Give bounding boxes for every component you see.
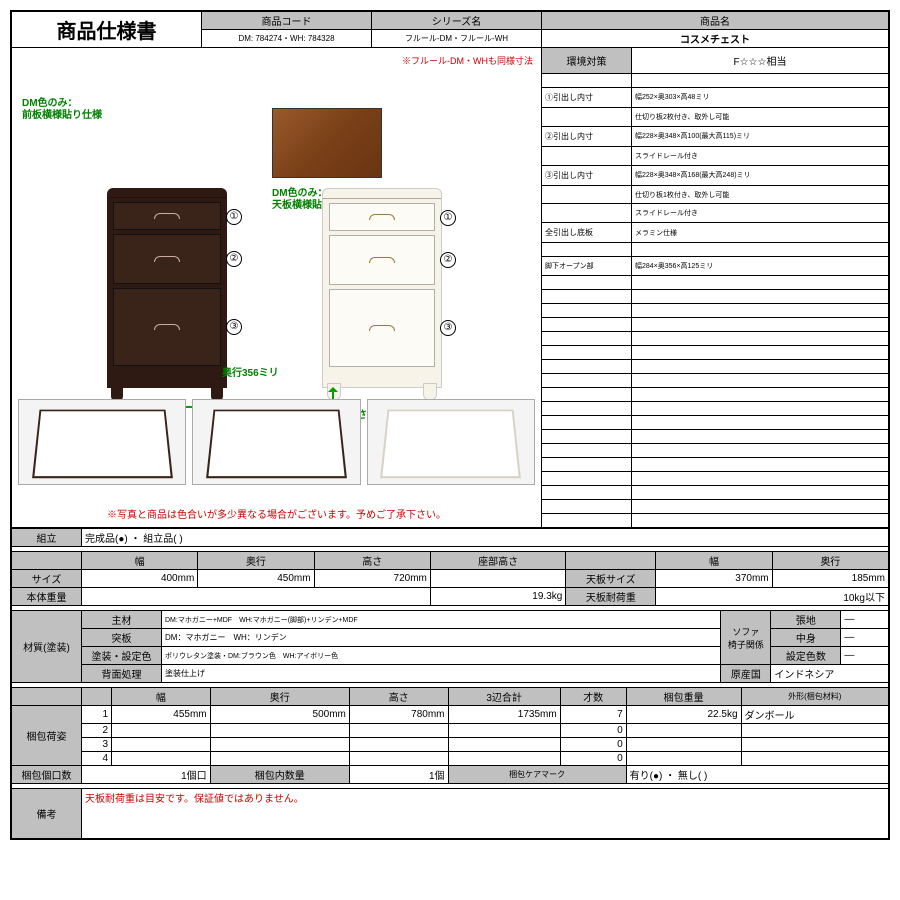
annot-dm-front: DM色のみ： 前板横様貼り仕様: [22, 98, 102, 122]
note-same-dims: ※フルール-DM・WHも同様寸法: [402, 54, 533, 67]
drawer-photos: ①引出し ②引出し ③引出し: [18, 399, 535, 485]
drawer-photo-3: ③引出し: [367, 399, 535, 485]
assembly-value: 完成品(●) ・ 組立品( ): [82, 529, 889, 547]
assembly-table: 組立 完成品(●) ・ 組立品( ): [11, 528, 889, 547]
remarks-text: 天板耐荷重は目安です。保証値ではありません。: [82, 789, 889, 839]
chest-dark: ① ② ③: [107, 188, 227, 388]
assembly-label: 組立: [12, 529, 82, 547]
drawer-photo-2: ②引出し: [192, 399, 360, 485]
env-label: 環境対策: [542, 48, 632, 74]
val-name: コスメチェスト: [542, 30, 889, 48]
spec-sheet: 商品仕様書 商品コード シリーズ名 商品名 DM: 784274・WH: 784…: [10, 10, 890, 840]
doc-title: 商品仕様書: [12, 12, 202, 48]
val-series: フルール-DM・フルール-WH: [372, 30, 542, 48]
spec-l-0: ①引出し内寸: [542, 87, 632, 107]
remarks-label: 備考: [12, 789, 82, 839]
val-code: DM: 784274・WH: 784328: [202, 30, 372, 48]
photo-disclaimer: ※写真と商品は色合いが多少異なる場合がございます。予めご了承下さい。: [12, 506, 541, 521]
size-table: 幅 奥行 高さ 座部高さ 幅 奥行 サイズ 400mm 450mm 720mm …: [11, 551, 889, 606]
dim-depth: 奥行356ミリ: [222, 368, 279, 380]
header-table: 商品仕様書 商品コード シリーズ名 商品名 DM: 784274・WH: 784…: [11, 11, 889, 528]
product-image-area: ※フルール-DM・WHも同様寸法 DM色のみ： 前板横様貼り仕様 DM色のみ： …: [12, 48, 542, 528]
packing-table: 幅 奥行 高さ 3辺合計 才数 梱包重量 外形(梱包材料) 梱包荷姿 1 455…: [11, 687, 889, 784]
hdr-series: シリーズ名: [372, 12, 542, 30]
hdr-code: 商品コード: [202, 12, 372, 30]
drawer-photo-1: ①引出し: [18, 399, 186, 485]
material-table: 材質(塗装) 主材 DM:マホガニー+MDF WH:マホガニー(脚部)+リンデン…: [11, 610, 889, 683]
env-value: F☆☆☆相当: [632, 48, 889, 74]
remarks-table: 備考 天板耐荷重は目安です。保証値ではありません。: [11, 788, 889, 839]
count-label: 梱包個口数: [12, 766, 82, 784]
material-group: 材質(塗装): [12, 611, 82, 683]
packing-group: 梱包荷姿: [12, 706, 82, 766]
chest-white: ① ② ③: [322, 188, 442, 388]
wood-swatch: [272, 108, 382, 178]
sofa-group: ソファ 椅子関係: [721, 611, 771, 665]
size-label: サイズ: [12, 570, 82, 588]
hdr-name: 商品名: [542, 12, 889, 30]
